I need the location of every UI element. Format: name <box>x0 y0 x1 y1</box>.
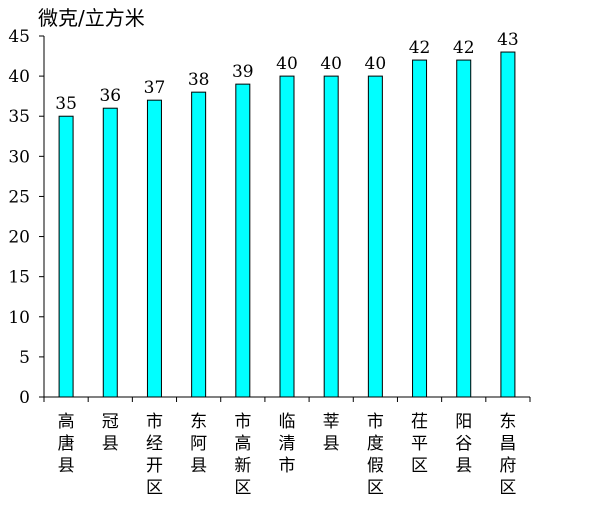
y-tick-label: 45 <box>8 27 30 47</box>
data-label: 40 <box>365 54 387 74</box>
data-label: 38 <box>188 70 210 90</box>
category-label: 茌平区 <box>411 412 428 476</box>
category-label: 市度假区 <box>367 412 384 498</box>
category-label: 市经开区 <box>146 412 163 498</box>
data-labels: 35 36 37 38 39 40 40 40 42 42 43 <box>55 30 518 114</box>
data-label: 42 <box>453 38 475 58</box>
y-tick-label: 15 <box>8 268 30 288</box>
data-label: 36 <box>99 86 121 106</box>
bar <box>146 99 162 398</box>
category-label: 临清市 <box>279 412 296 476</box>
y-tick-label: 10 <box>8 308 30 328</box>
y-axis-label: 微克/立方米 <box>38 6 145 30</box>
y-tick-label: 5 <box>19 348 30 368</box>
data-label: 42 <box>409 38 431 58</box>
bar <box>235 83 251 398</box>
y-tick-label: 25 <box>8 187 30 207</box>
bar <box>279 75 295 398</box>
data-label: 40 <box>276 54 298 74</box>
category-label: 东昌府区 <box>499 412 516 498</box>
bars <box>58 51 516 398</box>
y-tick-label: 40 <box>8 67 30 87</box>
data-label: 40 <box>320 54 342 74</box>
bar <box>58 115 74 398</box>
y-tick-label: 20 <box>8 228 30 248</box>
data-label: 39 <box>232 62 254 82</box>
data-label: 37 <box>144 78 166 98</box>
bar <box>191 91 207 398</box>
bar <box>500 51 516 398</box>
category-labels: 高唐县 冠县 市经开区 东阿县 市高新区 临清市 莘县 市度假区 茌平区 阳谷县 东昌府区 <box>58 412 517 498</box>
bar <box>323 75 339 398</box>
category-label: 市高新区 <box>234 412 251 498</box>
bar <box>102 107 118 398</box>
data-label: 43 <box>497 30 519 50</box>
y-ticks: 0 5 10 15 20 25 30 35 40 45 <box>8 27 44 408</box>
category-label: 阳谷县 <box>455 412 472 476</box>
bar <box>412 59 428 398</box>
bar <box>367 75 383 398</box>
category-label: 高唐县 <box>58 412 75 476</box>
y-tick-label: 0 <box>19 388 30 408</box>
category-label: 莘县 <box>323 412 340 454</box>
y-tick-label: 35 <box>8 107 30 127</box>
data-label: 35 <box>55 94 77 114</box>
bar <box>456 59 472 398</box>
axes <box>43 36 531 402</box>
category-label: 冠县 <box>102 412 119 454</box>
y-tick-label: 30 <box>8 147 30 167</box>
category-label: 东阿县 <box>190 412 207 476</box>
